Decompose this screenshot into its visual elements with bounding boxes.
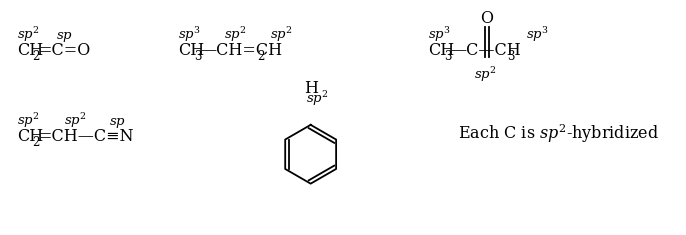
- Text: —C—CH: —C—CH: [450, 42, 521, 59]
- Text: $sp^{2}$: $sp^{2}$: [270, 25, 292, 43]
- Text: $sp^{2}$: $sp^{2}$: [474, 65, 497, 84]
- Text: Each C is $sp^{2}$-hybridized: Each C is $sp^{2}$-hybridized: [458, 123, 659, 145]
- Text: =CH—C≡N: =CH—C≡N: [38, 129, 134, 145]
- Text: $sp^{3}$: $sp^{3}$: [178, 25, 202, 43]
- Text: CH: CH: [16, 42, 43, 59]
- Text: 3: 3: [444, 50, 451, 63]
- Text: $sp$: $sp$: [56, 30, 73, 43]
- Text: —CH=CH: —CH=CH: [200, 42, 282, 59]
- Text: $sp^{2}$: $sp^{2}$: [64, 111, 86, 130]
- Text: 3: 3: [507, 50, 514, 63]
- Text: CH: CH: [428, 42, 455, 59]
- Text: 2: 2: [257, 50, 264, 63]
- Text: CH: CH: [178, 42, 204, 59]
- Text: O: O: [481, 10, 493, 27]
- Text: $sp^{2}$: $sp^{2}$: [224, 25, 248, 43]
- Text: CH: CH: [16, 129, 43, 145]
- Text: 2: 2: [32, 136, 40, 149]
- Text: =C=O: =C=O: [38, 42, 91, 59]
- Text: $sp^{2}$: $sp^{2}$: [16, 111, 40, 130]
- Text: 3: 3: [194, 50, 202, 63]
- Text: 2: 2: [32, 50, 40, 63]
- Text: $sp^{3}$: $sp^{3}$: [428, 25, 451, 43]
- Text: $sp^{2}$: $sp^{2}$: [306, 89, 329, 108]
- Text: $sp^{3}$: $sp^{3}$: [526, 25, 549, 43]
- Text: H: H: [304, 80, 318, 98]
- Text: $sp$: $sp$: [109, 116, 126, 130]
- Text: $sp^{2}$: $sp^{2}$: [16, 25, 40, 43]
